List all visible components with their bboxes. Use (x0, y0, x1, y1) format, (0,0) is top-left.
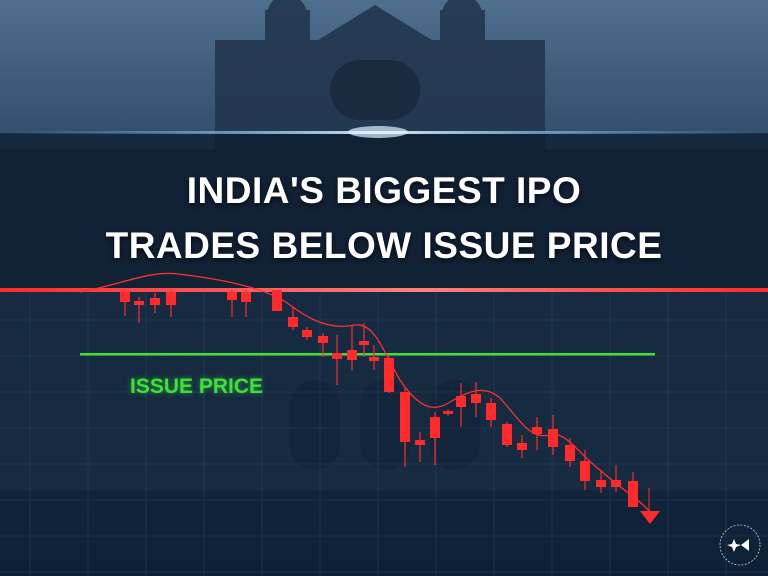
candlesticks (120, 290, 650, 510)
candle-body (134, 301, 144, 305)
headline-line-2: TRADES BELOW ISSUE PRICE (105, 225, 663, 266)
candle-body (415, 440, 425, 445)
candle-body (517, 443, 527, 450)
candle-body (532, 427, 542, 434)
candle-body (471, 394, 481, 403)
candle-body (400, 392, 410, 442)
candle-body (347, 350, 357, 360)
headline-line-1: INDIA'S BIGGEST IPO (186, 170, 582, 211)
candle-body (596, 480, 606, 487)
candle-body (359, 341, 369, 345)
candle-body (288, 317, 298, 327)
candle-body (502, 424, 512, 445)
candle-body (580, 461, 590, 481)
candle-body (486, 403, 496, 420)
candle-body (628, 481, 638, 507)
candle-body (369, 357, 379, 361)
title-band (0, 133, 768, 290)
candle-body (332, 353, 342, 359)
candle-body (227, 292, 237, 300)
issue-price-line (80, 353, 655, 356)
ai-generated-watermark-icon (719, 524, 761, 566)
down-arrow-icon (640, 511, 660, 524)
candle-body (384, 358, 394, 392)
candle-body (443, 411, 453, 414)
candle-body (456, 396, 466, 407)
candle-body (302, 330, 312, 337)
candle-body (241, 292, 251, 302)
candle-body (565, 445, 575, 461)
candle-body (318, 336, 328, 343)
candle-body (150, 298, 160, 305)
top-red-line (0, 288, 768, 292)
candle-body (611, 480, 621, 487)
candle-body (120, 292, 130, 302)
issue-price-label: ISSUE PRICE (130, 375, 264, 398)
candle-body (548, 429, 558, 447)
candle-body (430, 417, 440, 438)
candle-body (166, 292, 176, 305)
candle-body (272, 290, 282, 311)
